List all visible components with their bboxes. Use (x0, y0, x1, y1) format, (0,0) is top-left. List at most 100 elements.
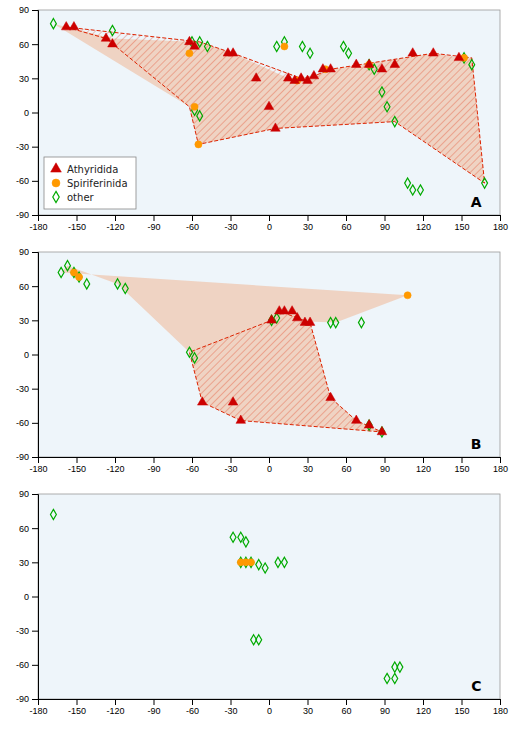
tick-label: 0 (267, 706, 272, 716)
tick-mark (32, 389, 38, 390)
tick: 90 (19, 247, 38, 257)
tick-mark (77, 457, 78, 463)
tick-label: 0 (24, 108, 29, 118)
legend-item: Athyridida (51, 163, 119, 175)
tick-mark (500, 457, 501, 463)
tick-label: 30 (303, 464, 313, 474)
tick: -60 (16, 176, 38, 186)
tick-mark (423, 699, 424, 705)
tick-mark (32, 44, 38, 45)
panel: -180-150-120-90-60-300306090120150180-90… (16, 5, 508, 232)
point (65, 261, 71, 271)
panel-label: A (471, 194, 482, 210)
plot-area (50, 19, 487, 195)
point (275, 557, 281, 567)
panel-label: C (471, 678, 481, 694)
point (228, 48, 238, 56)
point (287, 306, 297, 314)
tick-label: 30 (19, 558, 29, 568)
point (197, 111, 203, 121)
tick: -60 (16, 418, 38, 428)
tick-mark (500, 215, 501, 221)
point (397, 662, 403, 672)
point (185, 36, 195, 44)
tick-label: 60 (19, 524, 29, 534)
series-circle (237, 559, 254, 566)
point (392, 117, 398, 127)
point (238, 532, 244, 542)
axis-line (32, 495, 39, 700)
point (274, 41, 280, 51)
tick: 60 (19, 524, 38, 534)
legend-item: Spiriferinida (52, 178, 128, 189)
tick-mark (32, 320, 38, 321)
legend: Athyridida Spiriferinida other (44, 157, 136, 209)
tick: -120 (106, 699, 124, 716)
point (364, 59, 374, 67)
tick-label: -90 (147, 464, 160, 474)
point (326, 392, 336, 400)
tick: 30 (303, 457, 313, 474)
series-triangle (61, 22, 463, 132)
point (307, 48, 313, 58)
tick: 30 (303, 215, 313, 232)
point (191, 103, 198, 110)
tick-label: -60 (186, 706, 199, 716)
tick-label: -60 (16, 176, 29, 186)
point (50, 509, 56, 519)
panel: -180-150-120-90-60-300306090120150180-90… (16, 247, 508, 474)
point (405, 178, 411, 188)
tick-label: -60 (186, 464, 199, 474)
tick-mark (269, 699, 270, 705)
point (428, 48, 438, 56)
tick: 0 (24, 108, 38, 118)
point (392, 673, 398, 683)
tick-mark (308, 457, 309, 463)
x-axis: -180-150-120-90-60-300306090120150180 (29, 699, 508, 716)
tick: -180 (29, 699, 47, 716)
tick-label: 150 (454, 464, 469, 474)
point (364, 420, 374, 428)
tick-label: -90 (16, 452, 29, 462)
point (84, 279, 90, 289)
tick: 90 (380, 215, 390, 232)
tick: 180 (493, 457, 508, 474)
tick-label: 30 (303, 706, 313, 716)
plot-area (50, 509, 402, 683)
tick-mark (32, 181, 38, 182)
point (390, 59, 400, 67)
legend-label: other (67, 192, 95, 203)
tick: 0 (267, 457, 272, 474)
tick-mark (423, 457, 424, 463)
tick-label: 60 (19, 282, 29, 292)
tick: -60 (186, 699, 199, 716)
chart-root: -180-150-120-90-60-300306090120150180-90… (0, 0, 516, 748)
tick-mark (32, 286, 38, 287)
tick-label: 0 (24, 592, 29, 602)
tick-mark (32, 665, 38, 666)
tick-label: -120 (106, 222, 124, 232)
legend-symbol (53, 191, 59, 202)
point (281, 43, 288, 50)
tick-mark (269, 457, 270, 463)
legend-label: Spiriferinida (67, 178, 128, 189)
tick-mark (32, 113, 38, 114)
tick-label: 30 (19, 74, 29, 84)
point (195, 141, 202, 148)
point (243, 537, 249, 547)
point (204, 41, 210, 51)
point (292, 313, 302, 321)
tick-label: 60 (19, 40, 29, 50)
point (410, 185, 416, 195)
x-axis: -180-150-120-90-60-300306090120150180 (29, 457, 508, 474)
point (305, 317, 315, 325)
point (333, 318, 339, 328)
tick-label: 180 (493, 464, 508, 474)
x-axis: -180-150-120-90-60-300306090120150180 (29, 215, 508, 232)
tick-label: 150 (454, 222, 469, 232)
point (69, 22, 79, 30)
tick: -60 (186, 457, 199, 474)
tick-mark (346, 215, 347, 221)
tick-label: -60 (16, 418, 29, 428)
point (377, 426, 387, 434)
